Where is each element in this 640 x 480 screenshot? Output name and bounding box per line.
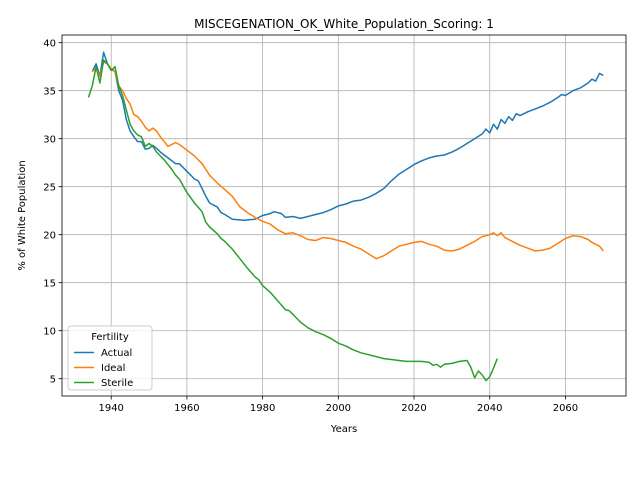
grid xyxy=(62,35,626,396)
series-line-ideal xyxy=(91,61,604,260)
x-tick-label: 2000 xyxy=(326,403,351,414)
legend-label-ideal: Ideal xyxy=(101,363,125,374)
legend-title: Fertility xyxy=(91,332,129,343)
y-tick-label: 30 xyxy=(43,134,56,145)
legend-box xyxy=(67,325,153,391)
legend: Fertility Actual Ideal Sterile xyxy=(67,325,153,391)
y-tick-label: 35 xyxy=(43,86,56,97)
x-tick-label: 2040 xyxy=(477,403,502,414)
y-axis-label: % of White Population xyxy=(17,160,28,270)
series-line-sterile xyxy=(87,59,498,382)
ticks: 1940 1960 1980 2000 2020 2040 2060 5 10 15 20 25 30 3… xyxy=(43,38,578,414)
x-tick-label: 2020 xyxy=(401,403,426,414)
chart-title: MISCEGENATION_OK_White_Population_Scorin… xyxy=(194,17,494,31)
y-tick-label: 40 xyxy=(43,38,56,49)
legend-label-actual: Actual xyxy=(101,348,132,359)
x-tick-label: 2060 xyxy=(553,403,578,414)
y-tick-label: 15 xyxy=(43,278,56,289)
series-line-actual xyxy=(91,51,604,222)
legend-label-sterile: Sterile xyxy=(101,378,133,389)
y-tick-label: 25 xyxy=(43,182,56,193)
x-tick-label: 1980 xyxy=(250,403,275,414)
x-tick-label: 1940 xyxy=(98,403,123,414)
series-layer xyxy=(87,51,604,382)
y-tick-label: 5 xyxy=(50,374,56,385)
y-tick-label: 10 xyxy=(43,326,56,337)
x-tick-label: 1960 xyxy=(174,403,199,414)
y-tick-label: 20 xyxy=(43,230,56,241)
plot-frame xyxy=(61,34,627,397)
x-axis-label: Years xyxy=(330,424,357,435)
